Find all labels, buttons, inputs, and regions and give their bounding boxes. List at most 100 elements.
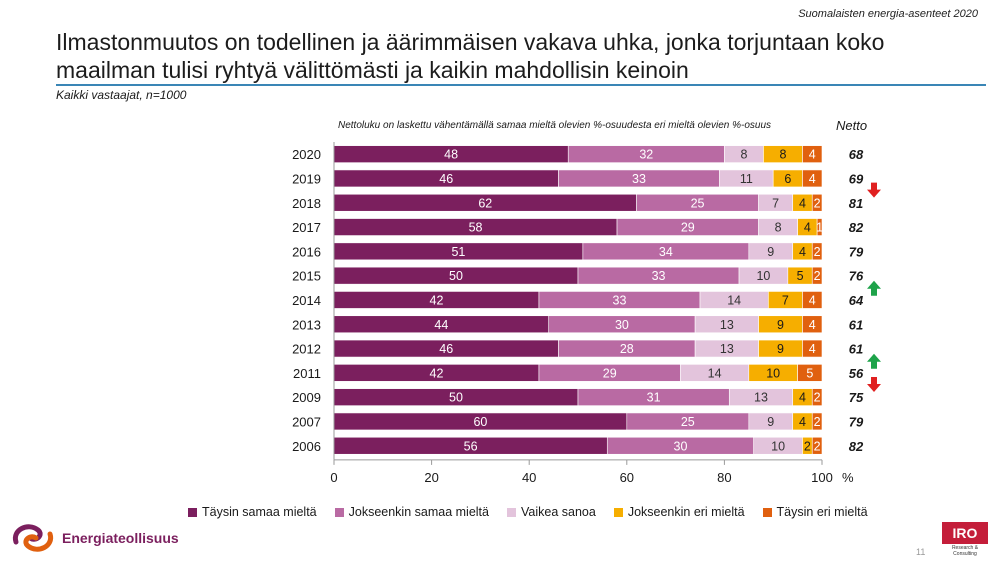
data-label: 62: [478, 196, 492, 210]
data-label: 46: [439, 342, 453, 356]
legend-swatch: [613, 507, 623, 517]
data-label: 33: [632, 172, 646, 186]
data-label: 60: [473, 415, 487, 429]
data-label: 8: [775, 221, 782, 235]
data-label: 2: [814, 269, 821, 283]
bar-segment: [811, 242, 823, 261]
legend-swatch: [762, 507, 772, 517]
data-label: 29: [603, 366, 617, 380]
data-label: 10: [756, 269, 770, 283]
data-label: 4: [799, 196, 806, 210]
bar-segment: [811, 388, 823, 406]
bar-segment: [816, 218, 823, 236]
data-label: 30: [674, 439, 688, 453]
data-label: 25: [681, 415, 695, 429]
data-label: 10: [771, 439, 785, 453]
iro-logo: IRO Research & Consulting: [942, 522, 988, 557]
netto-value: 64: [849, 293, 864, 308]
arrow-up-icon: [867, 280, 881, 296]
data-label: 4: [809, 342, 816, 356]
netto-note: Nettoluku on laskettu vähentämällä samaa…: [338, 120, 772, 131]
netto-value: 79: [849, 414, 864, 429]
arrow-down-icon: [867, 182, 881, 198]
category-label: 2016: [292, 244, 321, 259]
netto-value: 69: [849, 171, 864, 186]
data-label: 51: [451, 245, 465, 259]
netto-value: 79: [849, 244, 864, 259]
bar-segment: [811, 436, 823, 455]
data-label: 2: [814, 391, 821, 405]
data-label: 9: [767, 415, 774, 429]
energiateollisuus-logo-icon: [12, 524, 54, 552]
legend-swatch: [506, 507, 516, 517]
bar-segment: [811, 412, 823, 431]
bar-segment: [811, 193, 823, 212]
netto-value: 81: [849, 196, 863, 211]
data-label: 14: [727, 293, 741, 307]
legend-item: Jokseenkin eri mieltä: [613, 505, 745, 519]
data-label: 4: [804, 221, 811, 235]
category-label: 2006: [292, 439, 321, 454]
data-label: 9: [777, 318, 784, 332]
netto-value: 61: [849, 342, 863, 357]
category-label: 2017: [292, 220, 321, 235]
page-subtitle: Kaikki vastaajat, n=1000: [56, 88, 187, 102]
data-label: 4: [809, 318, 816, 332]
category-label: 2014: [292, 293, 321, 308]
bar-segment: [811, 266, 823, 285]
legend-item: Täysin samaa mieltä: [188, 505, 317, 519]
data-label: 4: [809, 172, 816, 186]
legend-item: Jokseenkin samaa mieltä: [334, 505, 489, 519]
category-label: 2020: [292, 147, 321, 162]
data-label: 50: [449, 269, 463, 283]
energiateollisuus-logo: Energiateollisuus: [10, 520, 179, 556]
bar-segment: [802, 169, 823, 188]
data-label: 50: [449, 391, 463, 405]
netto-value: 76: [849, 269, 864, 284]
data-label: 2: [814, 245, 821, 259]
data-label: 5: [806, 366, 813, 380]
data-label: 48: [444, 148, 458, 162]
bar-segment: [802, 315, 823, 334]
data-label: 14: [708, 366, 722, 380]
category-label: 2011: [293, 366, 321, 381]
report-name: Suomalaisten energia-asenteet 2020: [798, 8, 978, 20]
x-axis-unit: %: [842, 470, 854, 485]
legend-label: Täysin samaa mieltä: [202, 505, 317, 519]
data-label: 2: [804, 439, 811, 453]
legend-label: Täysin eri mieltä: [776, 505, 868, 519]
category-label: 2018: [292, 196, 321, 211]
data-label: 6: [784, 172, 791, 186]
data-label: 4: [799, 415, 806, 429]
data-label: 8: [740, 148, 747, 162]
category-label: 2013: [292, 317, 321, 332]
data-label: 2: [814, 196, 821, 210]
data-label: 29: [681, 221, 695, 235]
netto-value: 68: [849, 147, 864, 162]
data-label: 11: [740, 172, 753, 186]
data-label: 10: [766, 366, 780, 380]
x-tick-label: 0: [330, 470, 337, 485]
data-label: 58: [469, 221, 483, 235]
iro-logo-subtext: Research & Consulting: [951, 545, 979, 557]
netto-value: 75: [849, 390, 864, 405]
data-label: 5: [797, 269, 804, 283]
legend-label: Jokseenkin samaa mieltä: [348, 505, 489, 519]
title-divider: [56, 84, 986, 86]
netto-value: 56: [849, 366, 864, 381]
legend-item: Täysin eri mieltä: [762, 505, 868, 519]
data-label: 56: [464, 439, 478, 453]
legend-item: Vaikea sanoa: [506, 505, 596, 519]
legend-label: Vaikea sanoa: [520, 505, 596, 519]
bar-segment: [797, 364, 823, 382]
bar-segment: [802, 291, 823, 309]
x-tick-label: 20: [424, 470, 438, 485]
data-label: 13: [720, 318, 734, 332]
data-label: 46: [439, 172, 453, 186]
data-label: 32: [639, 148, 653, 162]
legend-label: Jokseenkin eri mieltä: [627, 505, 745, 519]
energiateollisuus-logo-text: Energiateollisuus: [62, 530, 179, 546]
x-tick-label: 80: [717, 470, 731, 485]
x-tick-label: 40: [522, 470, 536, 485]
data-label: 9: [777, 342, 784, 356]
